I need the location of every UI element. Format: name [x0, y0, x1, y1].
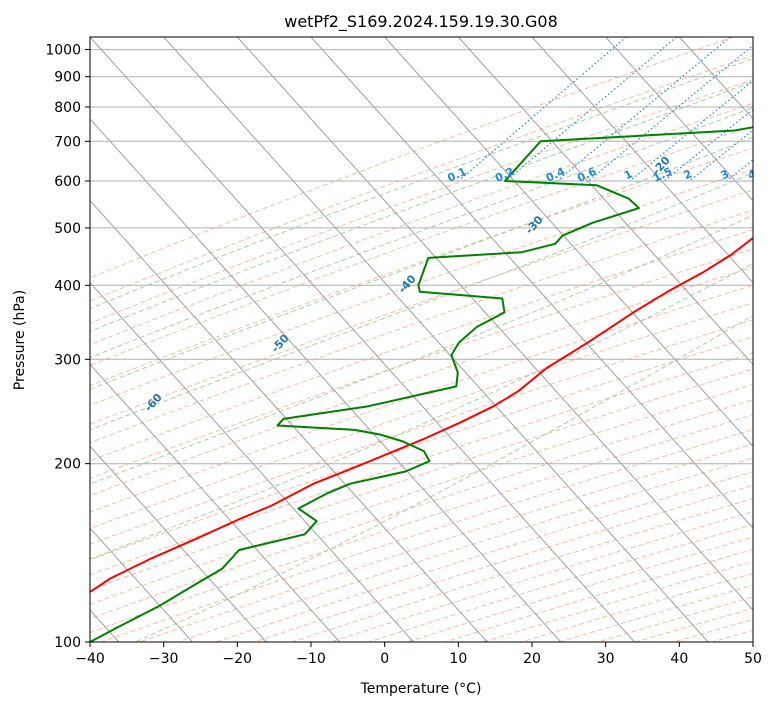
x-tick-label: −40 [75, 651, 105, 667]
dry-adiabat [90, 248, 753, 479]
isotherm-line [752, 37, 753, 38]
dry-adiabat [750, 640, 753, 642]
x-tick-label: −30 [149, 651, 179, 667]
dry-adiabat [90, 209, 753, 444]
y-tick-label: 600 [54, 174, 81, 190]
isotherm-line [605, 37, 753, 202]
isotherm-line [90, 37, 635, 642]
moist-adiabat [90, 81, 753, 332]
y-tick-label: 500 [54, 221, 81, 237]
mixing-ratio-line [505, 37, 677, 182]
mixing-ratio-line [458, 37, 627, 182]
isotherm-line [90, 527, 193, 642]
dry-adiabat [90, 266, 753, 497]
y-tick-label: 100 [54, 635, 81, 651]
x-tick-label: 10 [449, 651, 467, 667]
isotherm-line [531, 37, 753, 284]
dry-adiabat [90, 79, 753, 324]
plot-background [90, 37, 753, 642]
mixing-ratio-label: 4 [746, 167, 759, 182]
y-tick-label: 400 [54, 278, 81, 294]
isotherm-line [90, 199, 488, 642]
dry-adiabat [90, 302, 753, 529]
x-tick-label: 0 [380, 651, 389, 667]
moist-adiabat [90, 57, 753, 310]
mixing-ratio-line [754, 37, 775, 181]
plot-frame [89, 36, 754, 643]
mixing-ratio-line [556, 37, 731, 182]
dry-adiabat [90, 189, 753, 425]
x-axis-title: Temperature (°C) [360, 681, 482, 697]
moist-adiabat [90, 172, 753, 431]
y-tick-label: 900 [54, 70, 81, 86]
temperature-profile [90, 236, 753, 593]
y-tick-label: 1000 [45, 43, 81, 59]
y-tick-label: 800 [54, 100, 81, 116]
dry-adiabat [90, 168, 753, 406]
isotherm-line [384, 37, 753, 447]
dewpoint-profile [90, 126, 753, 642]
x-tick-label: −20 [223, 651, 253, 667]
isotherm-line [90, 363, 341, 642]
isotherm-label: -70 [15, 450, 38, 474]
isotherm-line [90, 281, 414, 642]
x-tick-label: −10 [296, 651, 326, 667]
chart-title: wetPf2_S169.2024.159.19.30.G08 [284, 12, 558, 32]
x-tick-label: 30 [597, 651, 615, 667]
y-tick-label: 700 [54, 134, 81, 150]
dry-adiabat [90, 229, 753, 462]
isotherm-line [90, 118, 562, 642]
isotherm-line [163, 37, 709, 642]
y-axis-title: Pressure (hPa) [12, 290, 28, 390]
dry-adiabat [90, 54, 753, 302]
y-tick-label: 200 [54, 457, 81, 473]
moist-adiabat [90, 214, 753, 485]
isotherm-line [457, 37, 753, 366]
isotherm-line [90, 445, 267, 642]
isotherm-line [310, 37, 753, 529]
y-tick-label: 300 [54, 352, 81, 368]
dry-adiabat [90, 125, 753, 367]
x-tick-label: 20 [523, 651, 541, 667]
mixing-ratio-line [629, 79, 753, 182]
dry-adiabat [90, 319, 753, 545]
x-tick-label: 40 [670, 651, 688, 667]
x-tick-label: 50 [744, 651, 762, 667]
isotherm-line [236, 37, 753, 611]
